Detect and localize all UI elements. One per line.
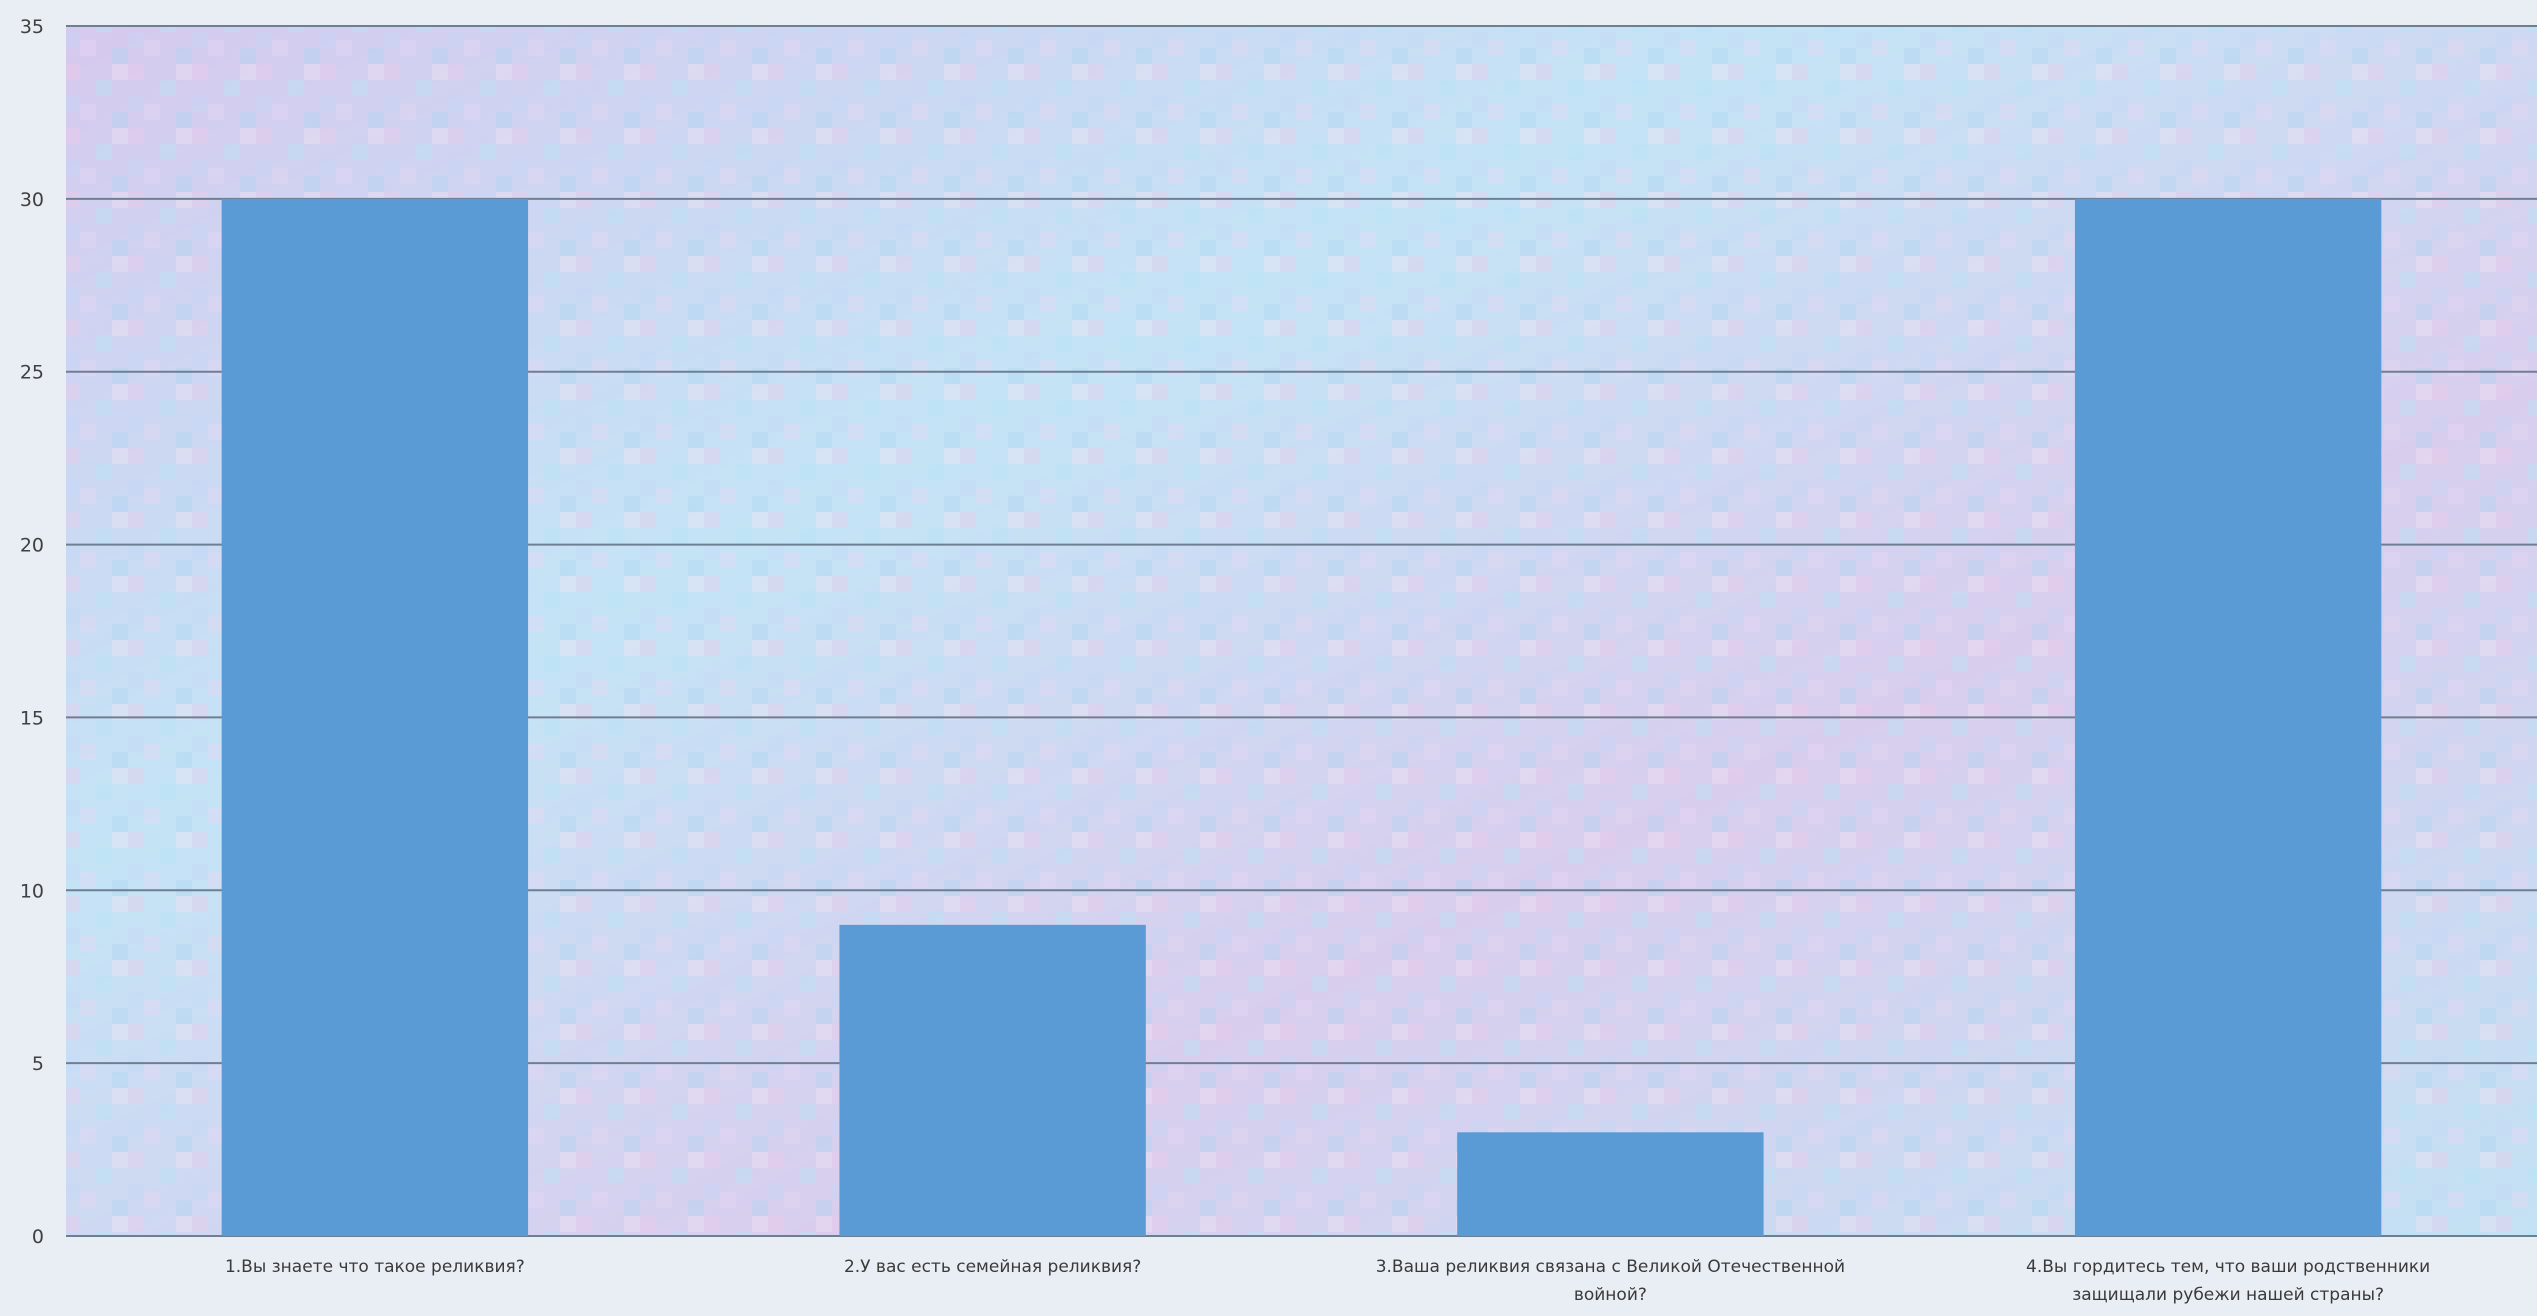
bar-3 (1457, 1132, 1764, 1236)
x-category-label-1: 1.Вы знаете что такое реликвия? (225, 1257, 525, 1277)
y-tick-label-0: 0 (32, 1226, 44, 1248)
bar-2 (839, 924, 1146, 1236)
bar-4 (2074, 198, 2382, 1236)
bar-1 (221, 198, 529, 1236)
y-tick-label-35: 35 (20, 16, 44, 38)
bars (221, 198, 2382, 1236)
x-category-label-3: 3.Ваша реликвия связана с Великой Отечес… (1376, 1257, 1845, 1305)
y-tick-label-10: 10 (20, 880, 44, 902)
y-axis-tick-labels: 0 5 10 15 20 25 30 35 (20, 16, 44, 1248)
y-tick-label-30: 30 (20, 189, 44, 211)
y-tick-label-20: 20 (20, 535, 44, 557)
x-category-label-4: 4.Вы гордитесь тем, что ваши родственник… (2026, 1257, 2430, 1305)
y-tick-label-5: 5 (32, 1053, 44, 1075)
y-tick-label-25: 25 (20, 362, 44, 384)
x-axis-category-labels: 1.Вы знаете что такое реликвия? 2.У вас е… (225, 1257, 2430, 1305)
y-tick-label-15: 15 (20, 707, 44, 729)
x-category-label-2: 2.У вас есть семейная реликвия? (844, 1257, 1141, 1277)
